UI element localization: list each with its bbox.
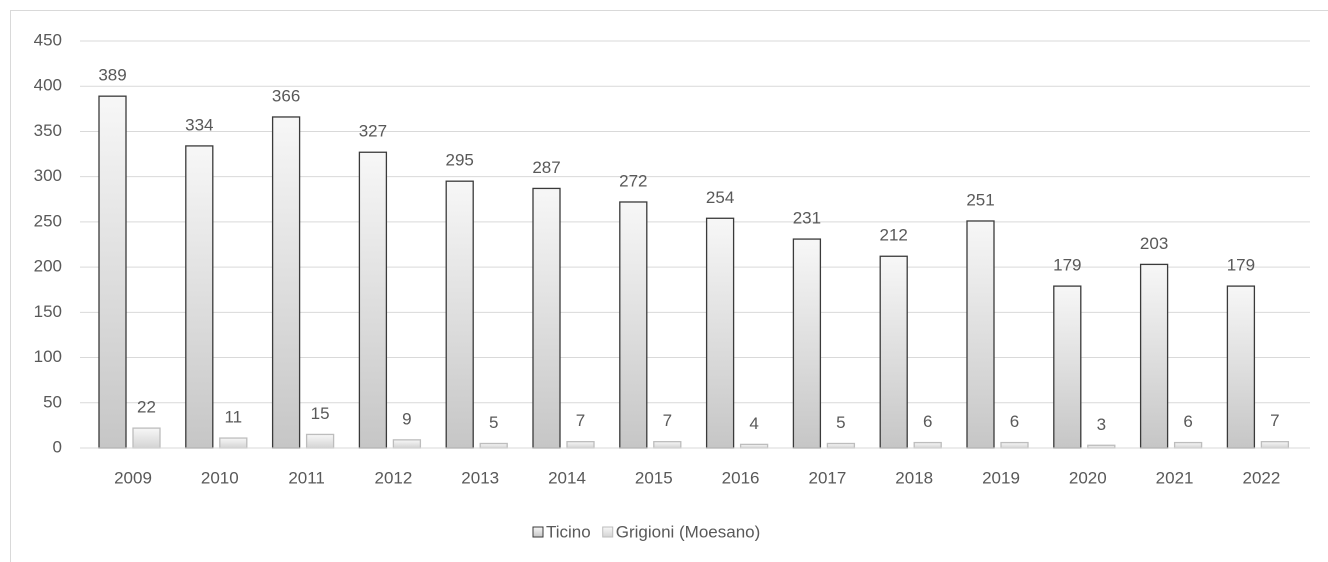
data-label: 4 (749, 414, 758, 433)
y-tick-label: 400 (34, 76, 62, 95)
data-label: 6 (923, 412, 932, 431)
data-label: 295 (446, 151, 474, 170)
bar (185, 145, 214, 449)
y-tick-label: 150 (34, 302, 62, 321)
bar (1226, 285, 1256, 449)
bar (826, 442, 856, 449)
bar (479, 442, 508, 449)
data-label: 7 (576, 411, 585, 430)
data-label: 251 (966, 190, 994, 209)
x-tick-label: 2012 (374, 468, 412, 487)
bar (532, 187, 561, 449)
bar (392, 439, 422, 449)
bar (792, 238, 822, 449)
x-tick-label: 2010 (201, 468, 239, 487)
bar (445, 180, 474, 449)
bar (1260, 441, 1290, 449)
data-label: 3 (1097, 415, 1106, 434)
legend-label: Ticino (546, 522, 591, 541)
x-tick-label: 2020 (1069, 468, 1107, 487)
data-label: 5 (836, 413, 845, 432)
x-tick-label: 2011 (288, 468, 325, 487)
x-tick-label: 2022 (1242, 468, 1280, 487)
data-label: 212 (880, 226, 908, 245)
x-tick-label: 2009 (114, 468, 152, 487)
x-tick-label: 2021 (1156, 468, 1194, 487)
bar (219, 437, 248, 449)
legend-swatch (532, 526, 544, 538)
chart-border (10, 10, 1328, 562)
data-label: 389 (98, 66, 126, 85)
data-label: 6 (1183, 412, 1192, 431)
data-label: 179 (1227, 256, 1255, 275)
data-label: 287 (532, 158, 560, 177)
y-tick-label: 350 (34, 121, 62, 140)
y-tick-label: 300 (34, 166, 62, 185)
data-label: 272 (619, 171, 647, 190)
data-label: 22 (137, 398, 156, 417)
bar (653, 441, 682, 449)
data-label: 7 (1270, 411, 1279, 430)
x-tick-label: 2016 (722, 468, 760, 487)
y-tick-label: 50 (43, 392, 62, 411)
data-label: 334 (185, 115, 213, 134)
y-tick-label: 450 (34, 30, 62, 49)
data-label: 231 (793, 209, 821, 228)
data-label: 203 (1140, 234, 1168, 253)
data-label: 15 (311, 404, 330, 423)
y-tick-label: 100 (34, 347, 62, 366)
bar (358, 151, 388, 449)
bar (98, 95, 127, 449)
bar (913, 441, 942, 449)
data-label: 11 (224, 408, 242, 427)
bar (739, 443, 769, 449)
bar (1173, 441, 1203, 449)
bar (1053, 285, 1082, 449)
x-tick-label: 2019 (982, 468, 1020, 487)
data-label: 5 (489, 413, 498, 432)
bar (619, 201, 648, 449)
bar (1139, 263, 1169, 449)
data-label: 179 (1053, 256, 1081, 275)
legend-label: Grigioni (Moesano) (616, 522, 761, 541)
data-label: 9 (402, 409, 411, 428)
x-tick-label: 2018 (895, 468, 933, 487)
data-label: 366 (272, 86, 300, 105)
bar (566, 441, 595, 449)
x-tick-label: 2013 (461, 468, 499, 487)
legend-swatch (602, 526, 614, 538)
bar (271, 116, 301, 449)
y-tick-label: 250 (34, 211, 62, 230)
x-tick-label: 2017 (808, 468, 846, 487)
bar (705, 217, 735, 449)
bar (1000, 441, 1029, 449)
bar (966, 220, 995, 449)
data-label: 327 (359, 122, 387, 141)
x-tick-label: 2014 (548, 468, 586, 487)
y-tick-label: 200 (34, 257, 62, 276)
data-label: 6 (1010, 412, 1019, 431)
y-tick-label: 0 (53, 437, 62, 456)
x-tick-label: 2015 (635, 468, 673, 487)
data-label: 7 (663, 411, 672, 430)
bar (132, 427, 161, 449)
bar (305, 433, 335, 449)
bar (879, 255, 908, 449)
data-label: 254 (706, 188, 734, 207)
